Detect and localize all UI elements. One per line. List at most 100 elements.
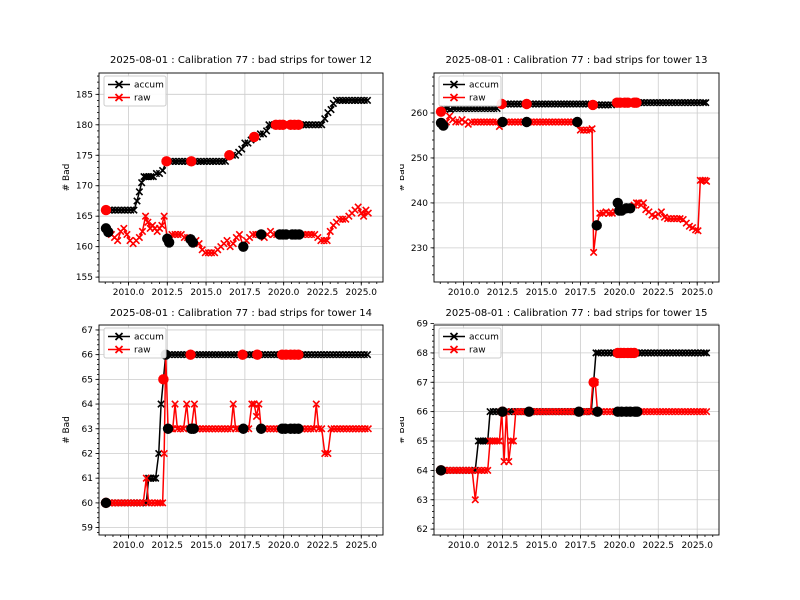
legend: accum raw	[103, 327, 167, 359]
svg-text:68: 68	[417, 349, 429, 359]
plot-title: 2025-08-01 : Calibration 77 : bad strips…	[110, 308, 372, 319]
svg-text:67: 67	[417, 378, 428, 388]
svg-text:170: 170	[76, 182, 93, 192]
chart-canvas-tower-13: 2025-08-01 : Calibration 77 : bad strips…	[397, 55, 720, 298]
svg-text:2017.5: 2017.5	[229, 288, 261, 298]
svg-text:2022.5: 2022.5	[643, 288, 675, 298]
svg-text:2010.0: 2010.0	[448, 541, 480, 551]
svg-text:2020.0: 2020.0	[604, 288, 636, 298]
axes-frame	[433, 72, 720, 283]
subplot-tower-15: 2025-08-01 : Calibration 77 : bad strips…	[397, 300, 800, 600]
svg-text:2020.0: 2020.0	[268, 541, 300, 551]
subplot-tower-14: 2025-08-01 : Calibration 77 : bad strips…	[0, 300, 400, 600]
svg-text:2012.5: 2012.5	[152, 288, 184, 298]
y-axis: 230 240 250 260	[411, 76, 434, 276]
y-axis-label: # Bad	[62, 164, 72, 192]
plot-title: 2025-08-01 : Calibration 77 : bad strips…	[446, 55, 708, 66]
svg-text:230: 230	[411, 244, 428, 254]
raw-calibration-dots	[100, 349, 304, 509]
svg-text:62: 62	[417, 525, 428, 535]
raw-legend-marker-icon	[114, 345, 124, 354]
accum-legend-marker-icon	[114, 80, 124, 89]
x-axis: 2010.0 2012.5 2015.0 2017.5 2020.0 2022.5 2025…	[104, 282, 378, 298]
y-axis-label: # Bad	[62, 416, 72, 444]
y-axis-label: # Bad	[400, 164, 407, 192]
svg-text:155: 155	[76, 273, 93, 283]
svg-text:185: 185	[76, 90, 93, 100]
svg-text:61: 61	[82, 474, 93, 484]
svg-text:66: 66	[417, 408, 429, 418]
raw-calibration-dots	[435, 406, 643, 476]
y-axis-label: # Bad	[400, 416, 407, 444]
svg-text:65: 65	[417, 437, 428, 447]
grid-lines	[434, 73, 719, 282]
legend-label-accum: accum	[469, 81, 499, 91]
raw-series	[102, 203, 373, 257]
subplot-tower-12: 2025-08-01 : Calibration 77 : bad strips…	[0, 0, 400, 300]
svg-text:2015.0: 2015.0	[526, 288, 558, 298]
plot-title: 2025-08-01 : Calibration 77 : bad strips…	[110, 55, 372, 66]
accum-legend-marker-icon	[114, 332, 124, 341]
raw-legend-marker-icon	[449, 345, 459, 354]
svg-text:180: 180	[76, 121, 93, 131]
svg-text:2022.5: 2022.5	[307, 541, 339, 551]
svg-text:63: 63	[82, 425, 93, 435]
svg-text:2015.0: 2015.0	[190, 541, 222, 551]
accum-legend-marker-icon	[449, 80, 459, 89]
svg-text:60: 60	[82, 499, 94, 509]
svg-text:66: 66	[82, 351, 94, 361]
svg-text:2012.5: 2012.5	[487, 541, 519, 551]
svg-text:2025.0: 2025.0	[346, 288, 378, 298]
raw-legend-marker-icon	[449, 93, 459, 102]
x-axis: 2010.0 2012.5 2015.0 2017.5 2020.0 2022.5 2025…	[439, 535, 713, 551]
svg-text:59: 59	[82, 524, 94, 534]
svg-text:2022.5: 2022.5	[643, 541, 675, 551]
legend-label-raw: raw	[469, 94, 486, 104]
x-axis: 2010.0 2012.5 2015.0 2017.5 2020.0 2022.5 2025…	[439, 282, 713, 298]
y-axis: 62 63 64 65 66 67 68 69	[417, 320, 434, 536]
legend: accum raw	[438, 75, 502, 107]
axes-frame	[98, 72, 384, 283]
accum-calibration-dots	[100, 349, 304, 509]
chart-canvas-tower-14: 2025-08-01 : Calibration 77 : bad strips…	[62, 308, 384, 551]
svg-text:2017.5: 2017.5	[229, 541, 261, 551]
svg-text:2020.0: 2020.0	[604, 541, 636, 551]
chart-canvas-tower-15: 2025-08-01 : Calibration 77 : bad strips…	[397, 308, 720, 551]
legend-label-accum: accum	[469, 333, 499, 343]
svg-text:2022.5: 2022.5	[307, 288, 339, 298]
svg-text:2025.0: 2025.0	[681, 288, 713, 298]
svg-text:65: 65	[82, 375, 93, 385]
svg-text:2010.0: 2010.0	[113, 541, 145, 551]
svg-text:2012.5: 2012.5	[152, 541, 184, 551]
svg-text:2010.0: 2010.0	[448, 288, 480, 298]
y-axis: 59 60 61 62 63 64 65 66 67	[82, 326, 99, 534]
axes-frame	[98, 324, 384, 536]
svg-text:2015.0: 2015.0	[526, 541, 558, 551]
plot-title: 2025-08-01 : Calibration 77 : bad strips…	[446, 308, 708, 319]
svg-text:69: 69	[417, 320, 429, 330]
svg-text:2025.0: 2025.0	[346, 541, 378, 551]
svg-text:2017.5: 2017.5	[565, 288, 597, 298]
raw-series	[437, 112, 711, 257]
chart-canvas-tower-12: 2025-08-01 : Calibration 77 : bad strips…	[62, 55, 384, 298]
legend-label-raw: raw	[134, 94, 151, 104]
svg-text:63: 63	[417, 496, 428, 506]
svg-text:62: 62	[82, 449, 93, 459]
svg-text:67: 67	[82, 326, 93, 336]
legend-label-raw: raw	[134, 346, 151, 356]
svg-text:240: 240	[411, 199, 428, 209]
y-axis: 155 160 165 170 175 180 185	[76, 75, 99, 283]
svg-text:2015.0: 2015.0	[190, 288, 222, 298]
legend-label-raw: raw	[469, 346, 486, 356]
accum-calibration-dots	[435, 97, 642, 117]
raw-legend-marker-icon	[114, 93, 124, 102]
accum-legend-marker-icon	[449, 332, 459, 341]
svg-text:64: 64	[417, 466, 429, 476]
axes-frame	[433, 324, 720, 536]
accum-calibration-dots	[100, 119, 304, 216]
svg-text:250: 250	[411, 154, 428, 164]
raw-calibration-dots	[100, 223, 305, 252]
legend: accum raw	[103, 75, 167, 107]
raw-calibration-dots	[435, 116, 636, 231]
